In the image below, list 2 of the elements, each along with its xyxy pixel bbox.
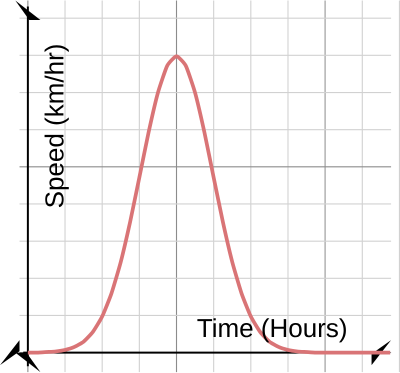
x-axis-title: Time (Hours) (197, 318, 346, 343)
y-axis-title: Speed (km/hr) (44, 45, 69, 208)
